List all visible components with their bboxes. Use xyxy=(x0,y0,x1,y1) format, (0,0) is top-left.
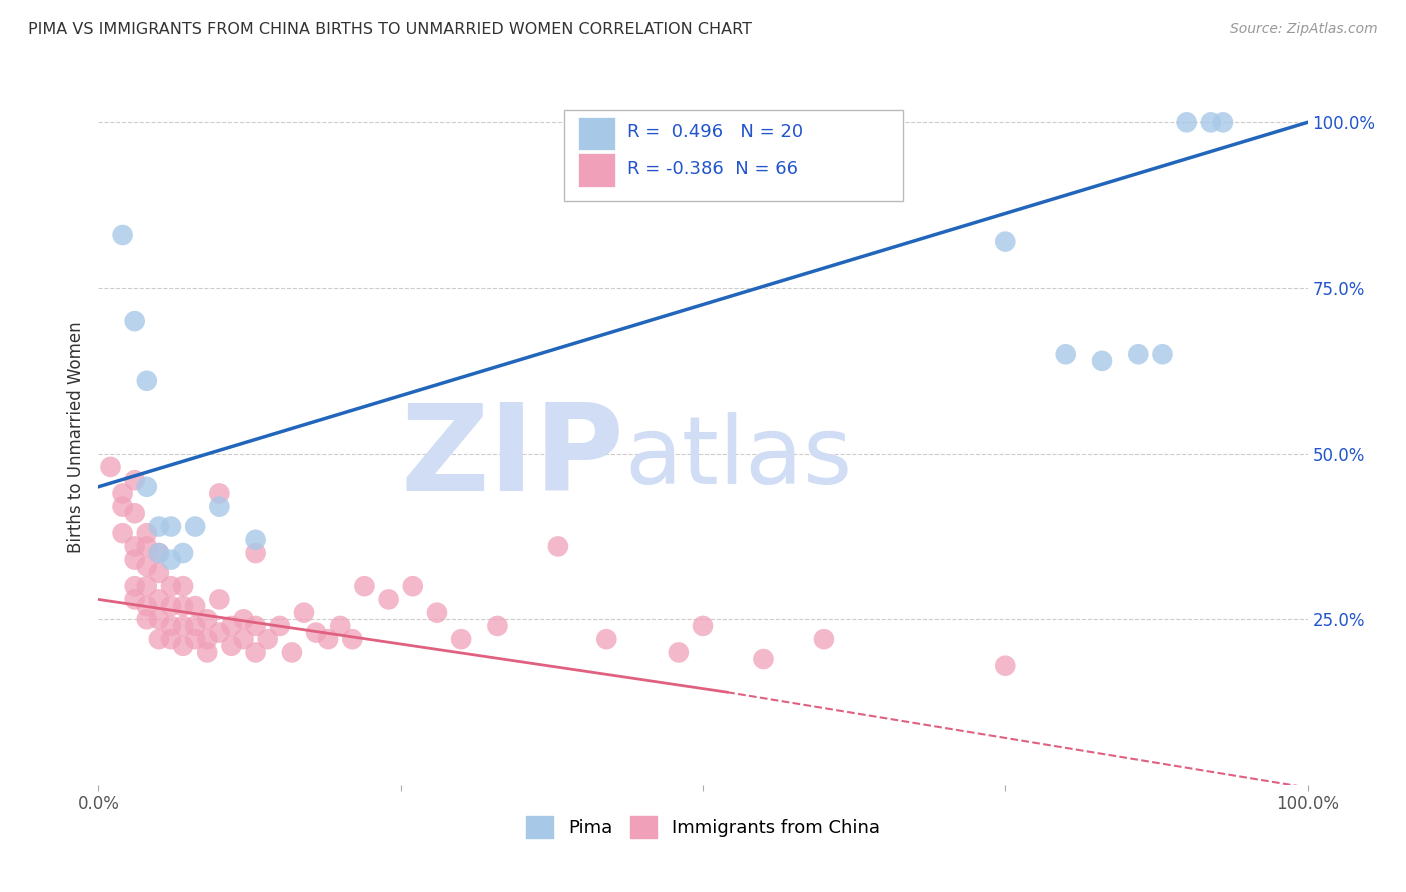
Point xyxy=(172,546,194,560)
Point xyxy=(426,606,449,620)
Point xyxy=(148,592,170,607)
Point xyxy=(124,314,146,328)
Point xyxy=(160,619,183,633)
Point xyxy=(269,619,291,633)
Point xyxy=(1128,347,1150,361)
Point xyxy=(221,619,243,633)
Point xyxy=(668,645,690,659)
Point xyxy=(232,612,254,626)
Bar xyxy=(578,117,614,151)
Point xyxy=(160,599,183,613)
Point xyxy=(353,579,375,593)
Point xyxy=(232,632,254,647)
Point xyxy=(172,599,194,613)
Point xyxy=(184,632,207,647)
Point xyxy=(377,592,399,607)
Point xyxy=(184,599,207,613)
Point xyxy=(245,546,267,560)
Point xyxy=(595,632,617,647)
Point xyxy=(329,619,352,633)
Point xyxy=(402,579,425,593)
Point xyxy=(160,519,183,533)
Point xyxy=(208,592,231,607)
Point xyxy=(124,552,146,566)
Point xyxy=(111,500,134,514)
Point xyxy=(1199,115,1222,129)
Point xyxy=(148,566,170,580)
Bar xyxy=(578,153,614,186)
Point xyxy=(1054,347,1077,361)
Point xyxy=(1091,354,1114,368)
Point xyxy=(813,632,835,647)
Point xyxy=(124,579,146,593)
Point xyxy=(124,592,146,607)
Point xyxy=(208,500,231,514)
Point xyxy=(692,619,714,633)
Text: Source: ZipAtlas.com: Source: ZipAtlas.com xyxy=(1230,22,1378,37)
Point xyxy=(245,533,267,547)
Point xyxy=(1175,115,1198,129)
Point xyxy=(124,506,146,520)
Point xyxy=(245,619,267,633)
Point xyxy=(135,612,157,626)
Point xyxy=(160,552,183,566)
Point xyxy=(1152,347,1174,361)
Point xyxy=(994,658,1017,673)
Point xyxy=(135,579,157,593)
Point xyxy=(111,526,134,541)
Point xyxy=(752,652,775,666)
Point xyxy=(148,612,170,626)
Point xyxy=(292,606,315,620)
Point xyxy=(208,625,231,640)
Point xyxy=(195,645,218,659)
Point xyxy=(148,519,170,533)
Point xyxy=(100,459,122,474)
Text: PIMA VS IMMIGRANTS FROM CHINA BIRTHS TO UNMARRIED WOMEN CORRELATION CHART: PIMA VS IMMIGRANTS FROM CHINA BIRTHS TO … xyxy=(28,22,752,37)
Point xyxy=(172,619,194,633)
Point xyxy=(135,599,157,613)
Point xyxy=(195,612,218,626)
Point xyxy=(245,645,267,659)
Point xyxy=(148,632,170,647)
Point xyxy=(160,632,183,647)
Point xyxy=(160,579,183,593)
Point xyxy=(135,480,157,494)
Point xyxy=(486,619,509,633)
Text: atlas: atlas xyxy=(624,412,852,504)
Text: ZIP: ZIP xyxy=(401,400,624,516)
Point xyxy=(124,473,146,487)
Point xyxy=(195,632,218,647)
Y-axis label: Births to Unmarried Women: Births to Unmarried Women xyxy=(66,321,84,553)
Text: R = -0.386  N = 66: R = -0.386 N = 66 xyxy=(627,160,797,178)
Point xyxy=(342,632,364,647)
Point xyxy=(135,374,157,388)
Point xyxy=(316,632,339,647)
Point xyxy=(124,540,146,554)
Point xyxy=(135,526,157,541)
Point xyxy=(208,486,231,500)
Point xyxy=(184,519,207,533)
Point xyxy=(221,639,243,653)
Point xyxy=(111,486,134,500)
Point xyxy=(547,540,569,554)
Point xyxy=(256,632,278,647)
Point xyxy=(148,546,170,560)
Point xyxy=(148,546,170,560)
Text: R =  0.496   N = 20: R = 0.496 N = 20 xyxy=(627,123,803,141)
Point xyxy=(450,632,472,647)
Point xyxy=(135,540,157,554)
Bar xyxy=(564,110,903,201)
Point xyxy=(305,625,328,640)
Point xyxy=(1212,115,1234,129)
Point xyxy=(184,619,207,633)
Point xyxy=(111,227,134,242)
Point xyxy=(281,645,304,659)
Point xyxy=(135,559,157,574)
Legend: Pima, Immigrants from China: Pima, Immigrants from China xyxy=(519,809,887,846)
Point xyxy=(172,579,194,593)
Point xyxy=(172,639,194,653)
Point xyxy=(994,235,1017,249)
